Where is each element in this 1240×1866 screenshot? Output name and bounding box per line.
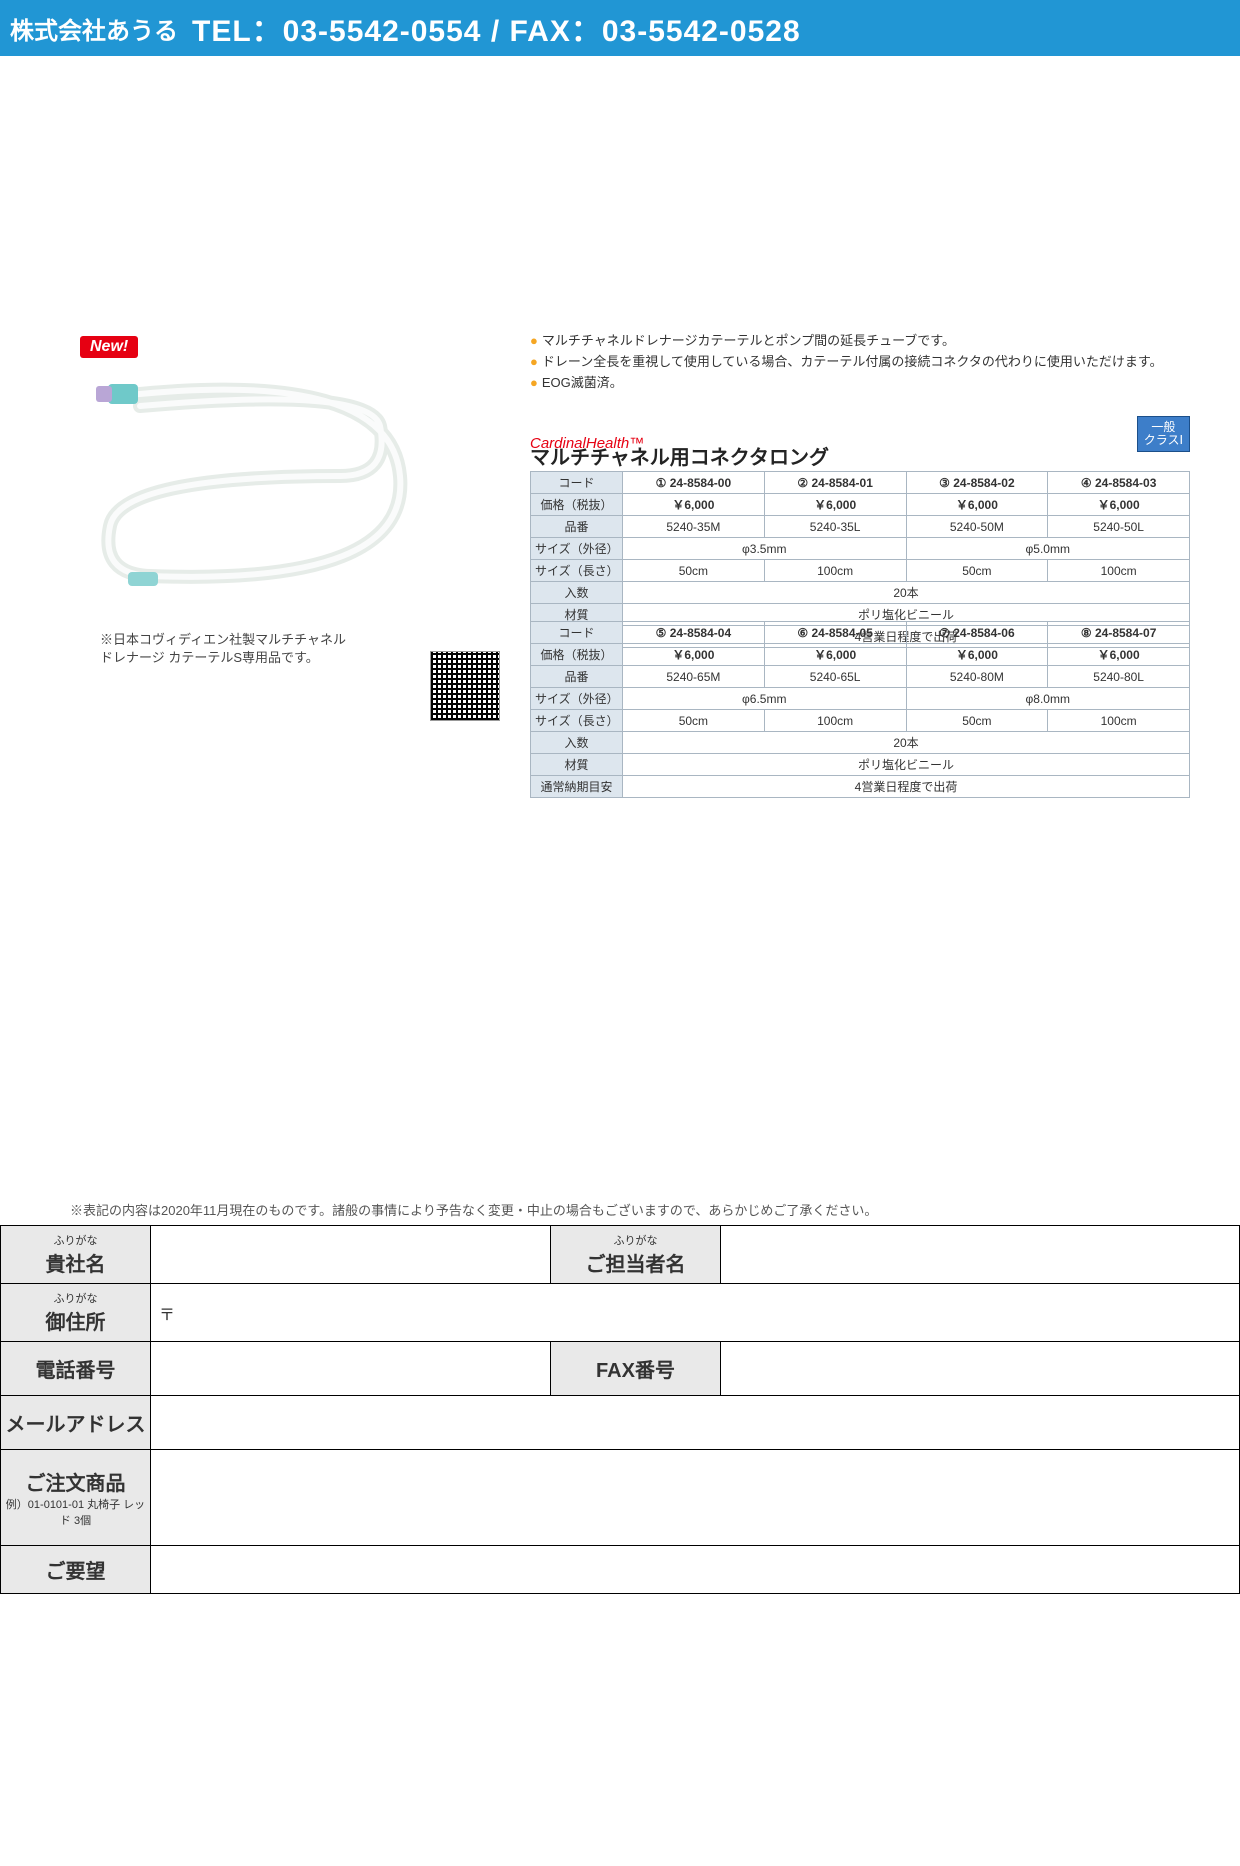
code-7: ⑦ 24-8584-06 — [906, 622, 1048, 644]
price-8: ￥6,000 — [1048, 644, 1190, 666]
code-2: ② 24-8584-01 — [764, 472, 906, 494]
th-part: 品番 — [531, 516, 623, 538]
th-len: サイズ（長さ） — [531, 560, 623, 582]
dia-4: φ8.0mm — [906, 688, 1190, 710]
part-7: 5240-80M — [906, 666, 1048, 688]
spec-table-2: コード ⑤ 24-8584-04 ⑥ 24-8584-05 ⑦ 24-8584-… — [530, 621, 1190, 798]
price-3: ￥6,000 — [906, 494, 1048, 516]
lead-2: 4営業日程度で出荷 — [623, 776, 1190, 798]
len-8: 100cm — [1048, 710, 1190, 732]
class-badge-l1: 一般 — [1151, 420, 1175, 434]
code-1: ① 24-8584-00 — [623, 472, 765, 494]
th-price: 価格（税抜） — [531, 494, 623, 516]
len-4: 100cm — [1048, 560, 1190, 582]
product-image — [90, 356, 430, 616]
price-2: ￥6,000 — [764, 494, 906, 516]
field-tel[interactable] — [151, 1342, 551, 1396]
len-1: 50cm — [623, 560, 765, 582]
field-order[interactable] — [151, 1450, 1240, 1546]
th-dia2: サイズ（外径） — [531, 688, 623, 710]
code-3: ③ 24-8584-02 — [906, 472, 1048, 494]
lbl-request: ご要望 — [1, 1546, 151, 1594]
part-8: 5240-80L — [1048, 666, 1190, 688]
dia-1: φ3.5mm — [623, 538, 907, 560]
th-part2: 品番 — [531, 666, 623, 688]
lbl-tel: 電話番号 — [1, 1342, 151, 1396]
len-7: 50cm — [906, 710, 1048, 732]
lbl-company: ふりがな 貴社名 — [1, 1226, 151, 1284]
th-mat2: 材質 — [531, 754, 623, 776]
price-1: ￥6,000 — [623, 494, 765, 516]
price-5: ￥6,000 — [623, 644, 765, 666]
class-badge: 一般 クラスⅠ — [1137, 416, 1190, 452]
price-4: ￥6,000 — [1048, 494, 1190, 516]
caption-line2: ドレナージ カテーテルS専用品です。 — [100, 650, 319, 665]
field-contact[interactable] — [721, 1226, 1240, 1284]
code-5: ⑤ 24-8584-04 — [623, 622, 765, 644]
lbl-contact: ふりがな ご担当者名 — [551, 1226, 721, 1284]
order-form: ふりがな 貴社名 ふりがな ご担当者名 ふりがな 御住所 〒 電話番号 FAX番… — [0, 1225, 1240, 1594]
lbl-email: メールアドレス — [1, 1396, 151, 1450]
dia-2: φ5.0mm — [906, 538, 1190, 560]
len-5: 50cm — [623, 710, 765, 732]
lbl-fax: FAX番号 — [551, 1342, 721, 1396]
feature-bullets: マルチチャネルドレナージカテーテルとポンプ間の延長チューブです。 ドレーン全長を… — [530, 331, 1190, 393]
price-7: ￥6,000 — [906, 644, 1048, 666]
bullet-2: ドレーン全長を重視して使用している場合、カテーテル付属の接続コネクタの代わりに使… — [530, 352, 1190, 373]
part-6: 5240-65L — [764, 666, 906, 688]
code-8: ⑧ 24-8584-07 — [1048, 622, 1190, 644]
code-6: ⑥ 24-8584-05 — [764, 622, 906, 644]
header-bar: 株式会社あうる TEL：03-5542-0554 / FAX：03-5542-0… — [0, 0, 1240, 56]
class-badge-l2: クラスⅠ — [1144, 433, 1183, 447]
th-lead2: 通常納期目安 — [531, 776, 623, 798]
len-2: 100cm — [764, 560, 906, 582]
qty-1: 20本 — [623, 582, 1190, 604]
part-5: 5240-65M — [623, 666, 765, 688]
th-qty2: 入数 — [531, 732, 623, 754]
bullet-1: マルチチャネルドレナージカテーテルとポンプ間の延長チューブです。 — [530, 331, 1190, 352]
field-email[interactable] — [151, 1396, 1240, 1450]
th-qty: 入数 — [531, 582, 623, 604]
mat-2: ポリ塩化ビニール — [623, 754, 1190, 776]
th-code2: コード — [531, 622, 623, 644]
field-address[interactable]: 〒 — [151, 1284, 1240, 1342]
contact-info: TEL：03-5542-0554 / FAX：03-5542-0528 — [192, 6, 801, 50]
image-caption: ※日本コヴィディエン社製マルチチャネル ドレナージ カテーテルS専用品です。 — [100, 631, 346, 667]
new-badge: New! — [80, 336, 138, 358]
th-dia: サイズ（外径） — [531, 538, 623, 560]
company-name: 株式会社あうる — [10, 11, 178, 46]
content: New! ※日本コヴィディエン社製マルチチャネル ドレナージ カテーテルS専用品… — [0, 56, 1240, 1216]
field-request[interactable] — [151, 1546, 1240, 1594]
th-len2: サイズ（長さ） — [531, 710, 623, 732]
lbl-order: ご注文商品 例）01-0101-01 丸椅子 レッド 3個 — [1, 1450, 151, 1546]
th-price2: 価格（税抜） — [531, 644, 623, 666]
field-fax[interactable] — [721, 1342, 1240, 1396]
len-6: 100cm — [764, 710, 906, 732]
part-3: 5240-50M — [906, 516, 1048, 538]
qty-2: 20本 — [623, 732, 1190, 754]
product-title: マルチチャネル用コネクタロング — [530, 441, 829, 470]
th-code: コード — [531, 472, 623, 494]
part-1: 5240-35M — [623, 516, 765, 538]
field-company[interactable] — [151, 1226, 551, 1284]
len-3: 50cm — [906, 560, 1048, 582]
lbl-address: ふりがな 御住所 — [1, 1284, 151, 1342]
disclaimer: ※表記の内容は2020年11月現在のものです。諸般の事情により予告なく変更・中止… — [70, 1200, 877, 1219]
caption-line1: ※日本コヴィディエン社製マルチチャネル — [100, 632, 346, 647]
postal-mark: 〒 — [151, 1307, 175, 1324]
part-2: 5240-35L — [764, 516, 906, 538]
price-6: ￥6,000 — [764, 644, 906, 666]
bullet-3: EOG滅菌済。 — [530, 373, 1190, 394]
part-4: 5240-50L — [1048, 516, 1190, 538]
qr-code — [430, 651, 500, 721]
dia-3: φ6.5mm — [623, 688, 907, 710]
code-4: ④ 24-8584-03 — [1048, 472, 1190, 494]
